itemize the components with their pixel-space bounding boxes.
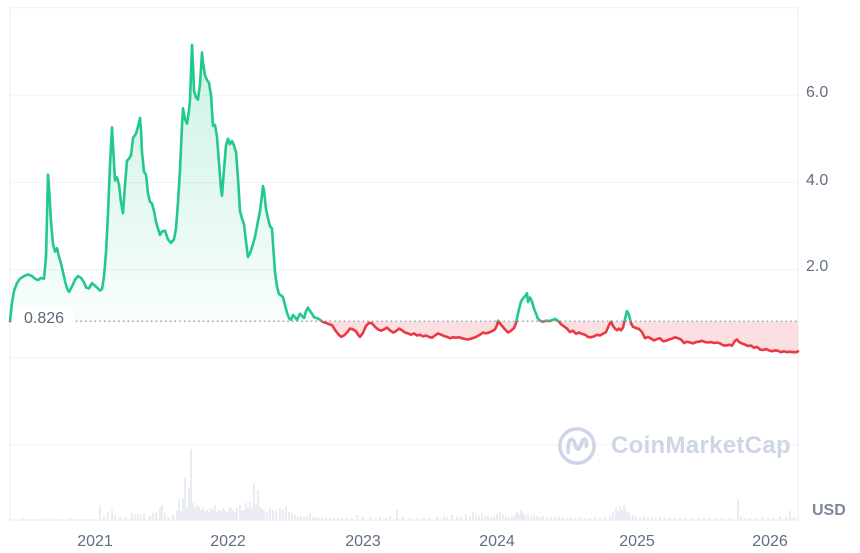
x-axis-label-2026: 2026 [752, 533, 788, 550]
price-area-below-baseline [10, 321, 798, 353]
coinmarketcap-logo-icon [558, 427, 596, 465]
coinmarketcap-watermark: CoinMarketCap [556, 425, 791, 467]
price-line-up [8, 43, 632, 322]
y-axis-tick-2: 2.0 [806, 258, 829, 275]
x-axis-label-2022: 2022 [210, 533, 246, 550]
baseline-price-chip: 0.826 [13, 307, 76, 333]
price-line-down [8, 321, 800, 354]
price-area-above-baseline [10, 44, 631, 322]
volume-bars [22, 449, 795, 520]
currency-label: USD [812, 502, 846, 519]
y-axis-tick-4: 4.0 [806, 172, 829, 189]
x-axis-label-2021: 2021 [77, 533, 113, 550]
y-axis-tick-6: 6.0 [806, 84, 829, 101]
watermark-text: CoinMarketCap [611, 432, 791, 459]
x-axis-label-2023: 2023 [345, 533, 381, 550]
x-axis-label-2025: 2025 [619, 533, 655, 550]
x-axis-label-2024: 2024 [479, 533, 515, 550]
